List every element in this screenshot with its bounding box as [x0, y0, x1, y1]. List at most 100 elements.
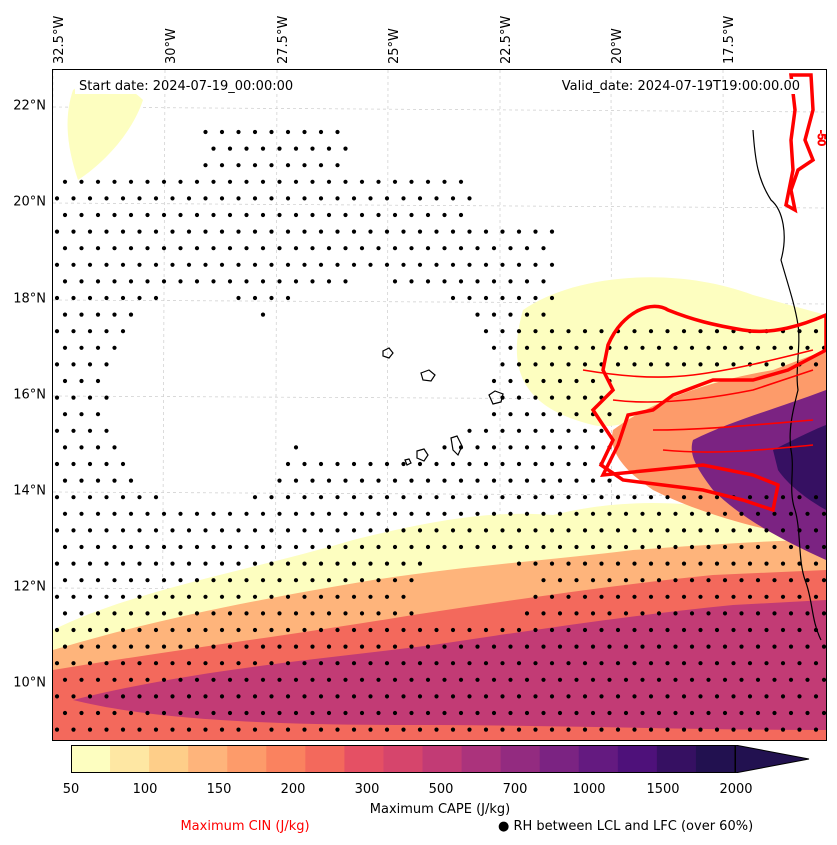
rh-dot [120, 727, 126, 732]
rh-dot [219, 129, 225, 135]
rh-dot [359, 511, 365, 516]
rh-dot [145, 644, 150, 649]
rh-dot [310, 478, 315, 483]
rh-dot [450, 727, 456, 732]
map-panel[interactable]: -50 Start date: 2024-07-19_00:00:00 Vali… [52, 69, 827, 741]
rh-dot [483, 295, 489, 301]
rh-dot [203, 229, 208, 234]
rh-dot [483, 329, 489, 334]
rh-dot [813, 528, 819, 533]
rh-dot [607, 478, 612, 483]
rh-dot [698, 329, 703, 334]
rh-dot [112, 345, 117, 350]
lat-label-12n: 12°N [13, 579, 46, 595]
rh-dot [244, 511, 249, 516]
rh-dot [549, 495, 555, 500]
rh-dot [54, 196, 60, 201]
rh-dot [54, 561, 60, 566]
rh-dot [450, 627, 456, 633]
rh-dot [640, 677, 645, 682]
rh-dot [269, 528, 274, 533]
rh-dot [582, 561, 588, 566]
rh-dot [491, 312, 497, 317]
rh-dot [302, 561, 307, 566]
rh-dot [574, 710, 579, 716]
rh-dot [483, 661, 489, 666]
rh-dot [491, 478, 497, 483]
rh-dot [533, 461, 538, 467]
rh-dot [772, 511, 777, 516]
rh-dot [112, 179, 117, 184]
rh-dot [623, 345, 629, 350]
rh-dot [186, 229, 192, 234]
rh-dot [87, 196, 93, 201]
rh-dot [772, 677, 777, 682]
rh-dot [128, 246, 134, 251]
rh-dot [689, 511, 695, 516]
rh-dot [293, 644, 299, 649]
rh-dot [227, 212, 233, 218]
rh-dot [227, 146, 233, 151]
rh-dot [425, 279, 431, 284]
rh-dot [112, 279, 117, 284]
rh-dot [698, 727, 703, 732]
rh-dot [269, 727, 274, 732]
rh-dot [508, 246, 513, 251]
rh-dot [392, 511, 398, 516]
rh-dot [87, 495, 93, 500]
rh-dot [599, 627, 604, 633]
rh-dot [252, 594, 258, 599]
rh-dot [392, 478, 398, 483]
rh-dot [335, 129, 340, 135]
rh-dot [318, 229, 324, 234]
rh-dot [368, 196, 373, 201]
map-canvas[interactable]: -50 [53, 70, 826, 740]
rh-dot [401, 694, 406, 699]
rh-dot [153, 694, 159, 699]
rh-dot [170, 196, 175, 201]
rh-dot [483, 262, 489, 267]
rh-dot [95, 345, 101, 350]
rh-dot [227, 611, 233, 616]
rh-dot [425, 710, 431, 716]
rh-dot [475, 710, 480, 716]
cin-contour-north [784, 73, 816, 214]
rh-dot [170, 694, 175, 699]
rh-dot [541, 312, 546, 317]
rh-dot [368, 727, 373, 732]
rh-dot [434, 495, 439, 500]
rh-dot [71, 561, 76, 566]
rh-dot [71, 229, 76, 234]
rh-dot [318, 694, 324, 699]
rh-dot [483, 428, 489, 433]
rh-dot [285, 594, 291, 599]
cin-contour-label: -50 [815, 130, 826, 146]
rh-dot [648, 561, 654, 566]
colorbar-tick-100: 100 [132, 782, 158, 797]
colorbar-tick-500: 500 [428, 782, 454, 797]
rh-dot [351, 694, 357, 699]
rh-dot [170, 594, 175, 599]
rh-dot [137, 594, 142, 599]
rh-dot [516, 295, 522, 301]
rh-dot [788, 511, 794, 516]
rh-dot [343, 212, 348, 218]
rh-dot [62, 179, 68, 184]
rh-dot [516, 694, 522, 699]
rh-dot [384, 661, 390, 666]
rh-dot [170, 627, 175, 633]
rh-dot [285, 229, 291, 234]
rh-dot [491, 246, 497, 251]
rh-dot [112, 611, 117, 616]
rh-dot [285, 561, 291, 566]
rh-dot [211, 179, 216, 184]
rh-dot [120, 229, 126, 234]
rh-dot [607, 644, 612, 649]
rh-dot [747, 627, 753, 633]
rh-dot [665, 362, 670, 367]
rh-dot [557, 345, 563, 350]
rh-dot [244, 246, 249, 251]
rh-dot [467, 295, 472, 301]
rh-dot [442, 511, 447, 516]
rh-dot [128, 611, 134, 616]
